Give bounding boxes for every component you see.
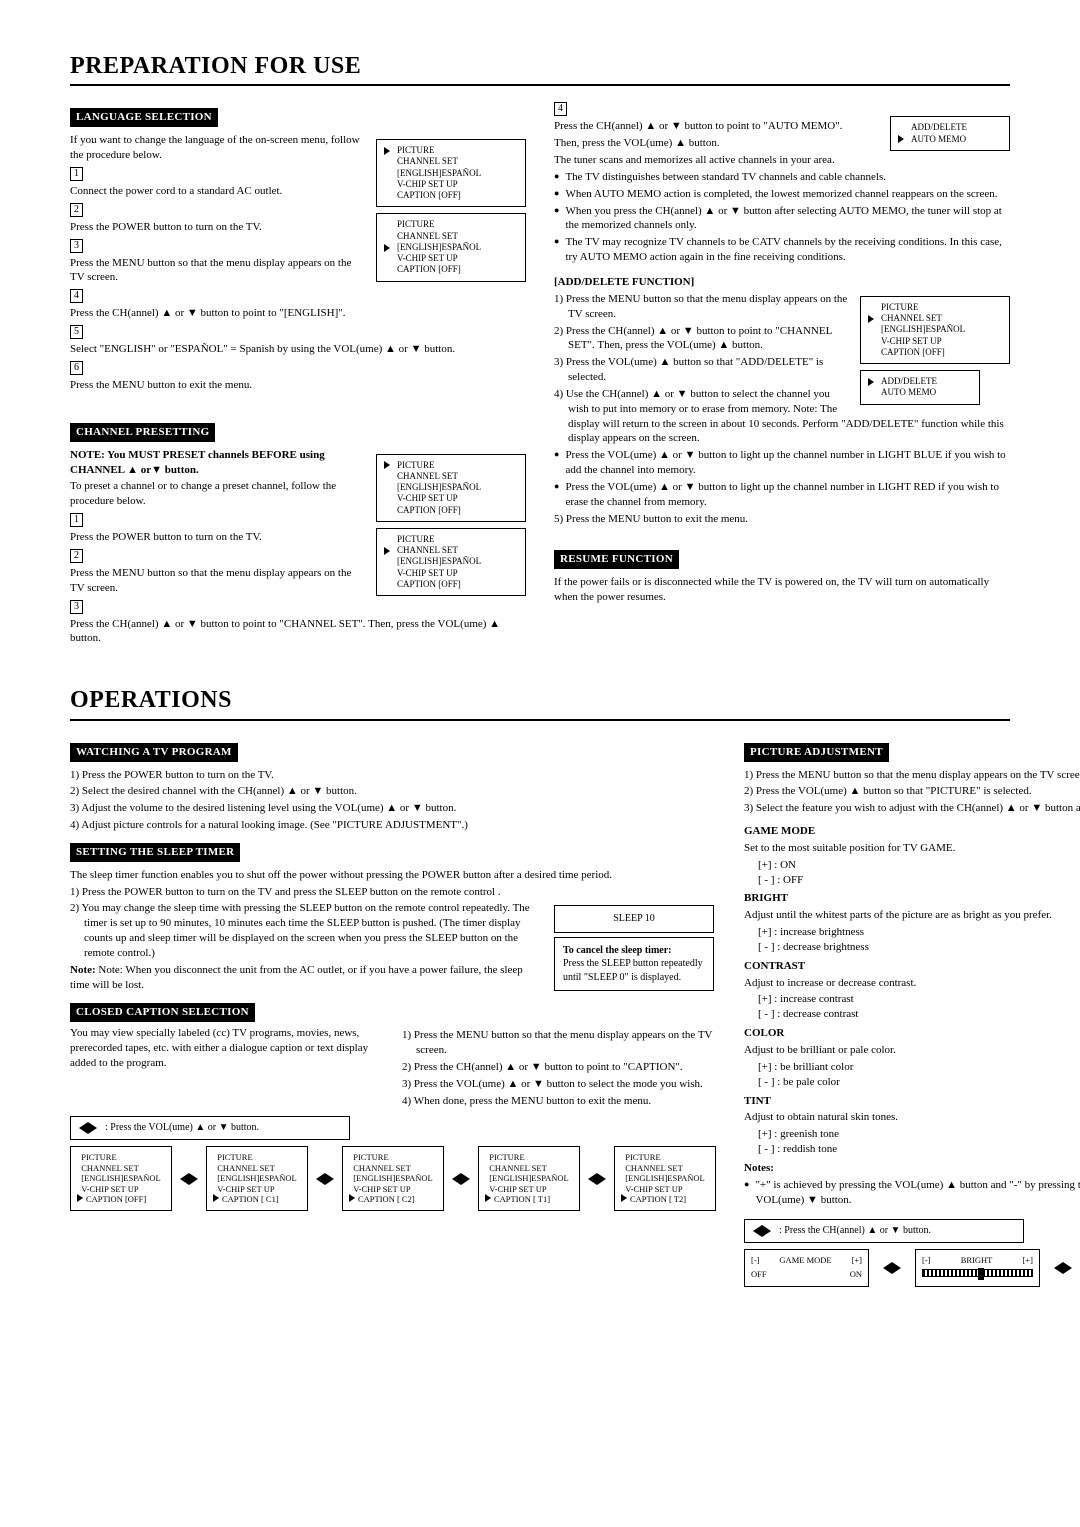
sleep-mini-box: SLEEP 10 xyxy=(554,905,714,933)
lang-menu-1: PICTURECHANNEL SET[ENGLISH]ESPAÑOLV-CHIP… xyxy=(376,139,526,207)
chan-menu-1: PICTURECHANNEL SET[ENGLISH]ESPAÑOLV-CHIP… xyxy=(376,454,526,522)
adjustment-box: [-]BRIGHT[+] xyxy=(915,1249,1040,1287)
automemo-menu: ADD/DELETEAUTO MEMO xyxy=(890,116,1010,151)
ops-title: OPERATIONS xyxy=(70,684,1010,720)
cc-right-steps: 1) Press the MENU button so that the men… xyxy=(402,1026,716,1110)
double-arrow-icon xyxy=(79,1122,97,1134)
cc-heading: CLOSED CAPTION SELECTION xyxy=(70,1003,255,1022)
chan-preset-heading: CHANNEL PRESETTING xyxy=(70,423,215,442)
ops-left-col: WATCHING A TV PROGRAM 1) Press the POWER… xyxy=(70,735,716,1287)
cc-option-box: PICTURE CHANNEL SET [ENGLISH]ESPAÑOL V-C… xyxy=(342,1146,444,1211)
picadj-heading: PICTURE ADJUSTMENT xyxy=(744,743,889,762)
double-arrow-icon xyxy=(753,1225,771,1237)
automemo-bullets: The TV distinguishes between standard TV… xyxy=(554,170,1010,265)
picadj-steps: 1) Press the MENU button so that the men… xyxy=(744,768,1080,817)
adddelete-bullets: Press the VOL(ume) ▲ or ▼ button to ligh… xyxy=(554,448,1010,509)
cc-option-box: PICTURE CHANNEL SET [ENGLISH]ESPAÑOL V-C… xyxy=(478,1146,580,1211)
watching-steps: 1) Press the POWER button to turn on the… xyxy=(70,768,716,833)
picadj-bar-row: : Press the CH(annel) ▲ or ▼ button. xyxy=(744,1219,1024,1243)
adjustment-box: [-]GAME MODE[+]OFFON xyxy=(744,1249,869,1287)
cc-bar-row: : Press the VOL(ume) ▲ or ▼ button. xyxy=(70,1116,350,1140)
lang-sel-heading: LANGUAGE SELECTION xyxy=(70,108,218,127)
cc-option-box: PICTURE CHANNEL SET [ENGLISH]ESPAÑOL V-C… xyxy=(206,1146,308,1211)
adddelete-step5: 5) Press the MENU button to exit the men… xyxy=(554,512,1010,527)
prep-right-col: ADD/DELETEAUTO MEMO 4 Press the CH(annel… xyxy=(554,100,1010,648)
step-4-box: 4 xyxy=(554,102,567,116)
cc-bar-text: : Press the VOL(ume) ▲ or ▼ button. xyxy=(105,1121,259,1135)
picadj-row: [-]GAME MODE[+]OFFON[-]BRIGHT[+][-]CONTR… xyxy=(744,1249,1080,1287)
lang-sel-menus: PICTURECHANNEL SET[ENGLISH]ESPAÑOLV-CHIP… xyxy=(376,133,526,288)
picadj-bar-text: : Press the CH(annel) ▲ or ▼ button. xyxy=(779,1224,931,1238)
sleep-cancel-box: To cancel the sleep timer: Press the SLE… xyxy=(554,937,714,992)
adddelete-title: [ADD/DELETE FUNCTION] xyxy=(554,275,1010,290)
cc-option-box: PICTURE CHANNEL SET [ENGLISH]ESPAÑOL V-C… xyxy=(614,1146,716,1211)
resume-text: If the power fails or is disconnected wh… xyxy=(554,575,1010,605)
adddel-menu-2: ADD/DELETEAUTO MEMO xyxy=(860,370,980,405)
sleep-cancel-text: Press the SLEEP button repeatedly until … xyxy=(563,958,703,983)
picadj-left-sub: GAME MODESet to the most suitable positi… xyxy=(744,820,1080,1209)
watching-heading: WATCHING A TV PROGRAM xyxy=(70,743,238,762)
lang-menu-2: PICTURECHANNEL SET[ENGLISH]ESPAÑOLV-CHIP… xyxy=(376,213,526,281)
cc-row: PICTURE CHANNEL SET [ENGLISH]ESPAÑOL V-C… xyxy=(70,1146,716,1211)
prep-title: PREPARATION FOR USE xyxy=(70,50,1010,86)
sleep-heading: SETTING THE SLEEP TIMER xyxy=(70,843,240,862)
adddel-menu-1: PICTURECHANNEL SET[ENGLISH]ESPAÑOLV-CHIP… xyxy=(860,296,1010,364)
chan-menu-2: PICTURECHANNEL SET[ENGLISH]ESPAÑOLV-CHIP… xyxy=(376,528,526,596)
resume-heading: RESUME FUNCTION xyxy=(554,550,679,569)
sleep-s1: 1) Press the POWER button to turn on the… xyxy=(70,885,716,900)
sleep-intro: The sleep timer function enables you to … xyxy=(70,868,716,883)
sleep-cancel-title: To cancel the sleep timer: xyxy=(563,945,672,956)
prep-left-col: LANGUAGE SELECTION PICTURECHANNEL SET[EN… xyxy=(70,100,526,648)
cc-option-box: PICTURE CHANNEL SET [ENGLISH]ESPAÑOL V-C… xyxy=(70,1146,172,1211)
chan-menus: PICTURECHANNEL SET[ENGLISH]ESPAÑOLV-CHIP… xyxy=(376,448,526,603)
cc-left-text: You may view specially labeled (cc) TV p… xyxy=(70,1026,384,1110)
ops-right-col: PICTURE ADJUSTMENT 1) Press the MENU but… xyxy=(744,735,1080,1287)
